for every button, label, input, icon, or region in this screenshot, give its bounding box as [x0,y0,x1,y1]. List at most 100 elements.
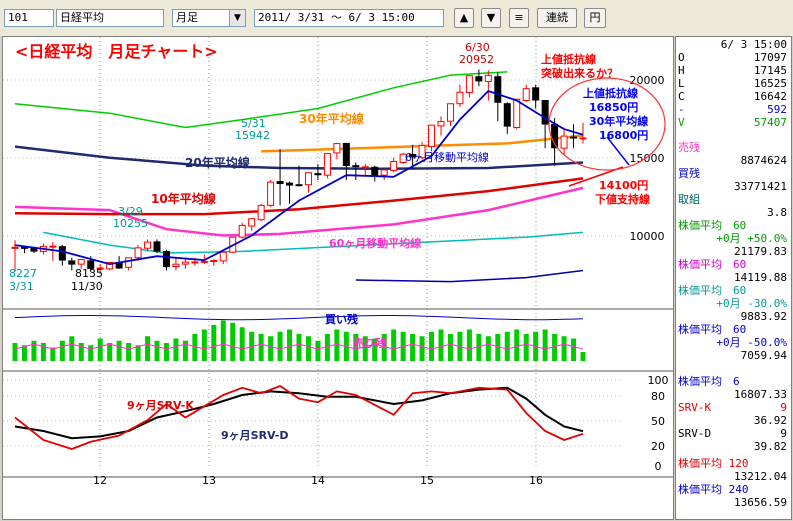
buy-bar [495,334,501,361]
up-arrow-icon: ▲ [459,11,469,24]
candle-body [475,76,483,82]
k4-sub-row: +0月 -50.0% [678,336,789,349]
k2-label: 株価平均 60 [678,258,747,271]
candle-body [248,218,256,227]
resist-question-2: 突破出来るか？ [541,66,618,80]
k3-row: 株価平均 60 [678,284,789,297]
candle-body [125,257,133,268]
candle-body [446,103,454,122]
srvk-period: 9 [780,401,787,414]
srv-tick-80: 80 [651,390,665,403]
date-range-field[interactable]: 2011/ 3/31 ～ 6/ 3 15:00 [254,9,444,27]
candle-body [560,135,568,149]
srvk-side-label: SRV-K [678,401,712,414]
yen-button[interactable]: 円 [584,8,606,28]
high-value: 17145 [753,64,787,77]
support-label-2: 下値支持線 [595,192,650,206]
srv-k-line [14,384,584,450]
resistance-circle [548,77,666,171]
k4-value: 7059.94 [740,349,787,362]
srv-tick-0: 0 [655,460,662,473]
k4-label: 株価平均 60 [678,323,747,336]
grid [3,37,673,478]
candle-body [96,267,104,270]
buy-zan-row: 買残 [678,167,789,180]
name-field[interactable]: 日経平均 [56,9,164,27]
candle-body [144,241,152,249]
candle-body [87,260,95,269]
k3-sub: +0月 -30.0% [716,297,787,310]
ma10-label: 10年平均線 [151,191,216,206]
buy-bar [69,336,75,361]
x-tick-13: 13 [202,474,216,487]
torikumi-value: 3.8 [767,206,787,219]
candle-body [503,103,511,127]
chart-svg: 20000 15000 10000 100 80 50 20 0 12 13 1… [3,37,673,487]
srvk-row: SRV-K 9 [678,401,789,414]
buy-bar [504,331,510,361]
buy-bar [97,338,103,361]
srvk-value-row: 36.92 [678,414,789,427]
may31-value: 15942 [235,129,270,142]
candle-body [399,153,407,163]
buy-bar [485,336,491,361]
buy-bar [580,352,586,361]
k7-label: 株価平均 240 [678,483,749,496]
buy-bar [571,338,577,361]
menu-button[interactable]: ≡ [509,8,529,28]
buy-bar [552,334,558,361]
scroll-up-button[interactable]: ▲ [454,8,474,28]
candle-body [210,259,218,262]
datetime-value: 6/ 3 15:00 [720,38,787,51]
low1-value: 8227 [9,267,37,280]
buy-bar [21,345,27,361]
peak-value: 20952 [459,53,494,66]
candle-body [219,251,227,262]
buy-bar [135,345,141,361]
buy-bar [447,334,453,361]
low-label: L [678,77,685,90]
srvd-period: 9 [780,427,787,440]
code-field[interactable]: 101 [4,9,54,27]
buy-bar [220,320,226,361]
k7-value: 13656.59 [734,496,787,509]
low2-value: 8135 [75,267,103,280]
buy-bar [192,334,198,361]
circle-label-3: 30年平均線 [589,114,648,128]
info-high: H 17145 [678,64,789,77]
buy-bar [230,322,236,361]
period-select[interactable]: 月足 ▼ [172,9,246,27]
candle-body [11,246,19,249]
x-tick-15: 15 [420,474,434,487]
k7-value-row: 13656.59 [678,496,789,509]
renzoku-button[interactable]: 連続 [537,8,577,28]
torikumi-label: 取組 [678,193,700,206]
ma6-line [14,89,584,266]
candle-body [267,181,275,206]
buy-bar [59,340,65,361]
candle-body [323,153,331,176]
candle-body [418,144,426,159]
scroll-down-button[interactable]: ▼ [481,8,501,28]
ma6-label: 6ヶ月移動平均線 [405,150,489,164]
srv-lines [14,384,584,450]
k3-sub-row: +0月 -30.0% [678,297,789,310]
low-value: 16525 [753,77,787,90]
buy-bar [353,334,359,361]
circle-pointer [606,136,630,166]
buy-bar [50,347,56,361]
period-value: 月足 [176,11,198,24]
ma30-label: 30年平均線 [299,111,364,126]
candle-body [579,137,587,140]
candle-body [333,143,341,154]
srvd-row: SRV-D 9 [678,427,789,440]
k6-label: 株価平均 120 [678,457,749,470]
circle-label-1: 上値抵抗線 [583,86,638,100]
srv-tick-100: 100 [648,374,669,387]
k1-sub-row: +0月 +50.0% [678,232,789,245]
srv-tick-20: 20 [651,440,665,453]
candle-body [352,165,360,168]
chart-area[interactable]: 20000 15000 10000 100 80 50 20 0 12 13 1… [2,36,674,520]
buy-bar [315,340,321,361]
buy-bar [116,340,122,361]
